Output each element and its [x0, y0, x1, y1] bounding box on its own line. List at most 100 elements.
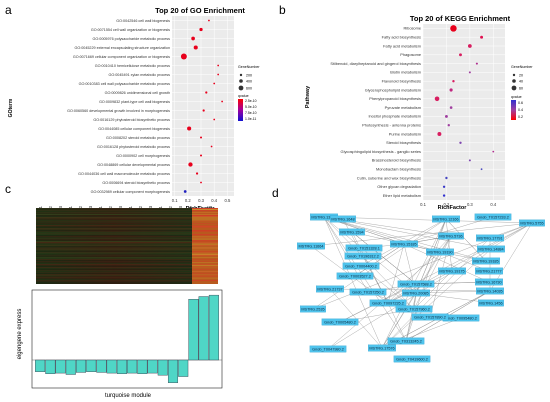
category-label: GO:0000902 cell morphogenesis [116, 154, 170, 158]
heatmap-stripe [36, 225, 192, 227]
heatmap-stripe [36, 264, 192, 265]
category-label: GO:0005976 polysaccharide metabolic proc… [93, 37, 171, 41]
heatmap-highlight-stripe [192, 225, 218, 226]
heatmap-stripe [36, 261, 192, 263]
bar [167, 359, 179, 383]
data-point [199, 154, 203, 157]
data-point [437, 132, 442, 136]
network-edge [354, 243, 405, 277]
heatmap-highlight-stripe [192, 262, 218, 263]
panel-a-grid [172, 16, 234, 196]
gene-node [393, 355, 431, 363]
data-point [442, 194, 446, 197]
gene-node-label: Gnob_T0419600.2 [396, 357, 428, 361]
category-label: Monobactam biosynthesis [376, 167, 421, 172]
gene-node-label: MSTRG.19175 [439, 269, 464, 273]
heatmap-stripe [36, 252, 192, 253]
heatmap-stripe [36, 264, 192, 266]
heatmap-highlight-stripe [192, 271, 218, 272]
heatmap-highlight-stripe [192, 236, 218, 238]
data-point [467, 44, 472, 48]
gene-node-label: MSTRG.17791 [477, 236, 502, 240]
gene-node [432, 215, 460, 223]
gene-node-label: MSTRG.21737 [317, 287, 342, 291]
heatmap-stripe [36, 275, 192, 276]
heatmap-stripe [36, 261, 192, 262]
gene-node-label: Gnob_T0157588.2 [400, 282, 432, 286]
heatmap-stripe [36, 257, 192, 258]
heatmap-highlight-stripe [192, 230, 218, 232]
data-point [213, 118, 216, 121]
panel-c: c BJ-1BJ-2BJ-3HB-1HB-2HB-3HLJ-1HLJ-2HLJ-… [5, 182, 223, 399]
heatmap-stripe [36, 217, 192, 218]
panel-b-legend-count-1: 20 [519, 74, 523, 78]
category-label: GO:0009826 unidimensional cell growth [105, 91, 170, 95]
heatmap-stripe [36, 267, 192, 268]
heatmap-stripe [36, 249, 192, 251]
network-edge [403, 216, 494, 245]
data-point [459, 141, 462, 144]
panel-d-letter: d [272, 186, 279, 200]
heatmap-highlight-stripe [192, 244, 218, 246]
gene-node [472, 257, 500, 265]
bar [116, 359, 127, 375]
heatmap-stripe [36, 224, 192, 225]
heatmap-highlight-stripe [192, 226, 218, 228]
heatmap-highlight-stripe [192, 212, 218, 213]
gene-node-label: Gnob_T0157960.2 [398, 307, 430, 311]
panel-b-legend-colorbar [511, 100, 516, 120]
gene-node [316, 285, 344, 293]
heatmap-highlight-stripe [192, 219, 218, 220]
heatmap-stripe [36, 210, 192, 211]
panel-b-legend-size-medium [512, 79, 516, 83]
network-edge [329, 288, 383, 349]
gene-node-label: Gnob_T0004400.2 [345, 264, 377, 268]
heatmap-stripe [36, 236, 192, 238]
data-point [195, 172, 199, 175]
gene-node-label: MSTRG.1594 [340, 230, 363, 234]
network-edge [310, 222, 533, 247]
heatmap-highlight-stripe [192, 220, 218, 222]
gene-node [477, 245, 505, 253]
data-point [213, 82, 216, 85]
panel-b-legend-size-large [511, 85, 517, 91]
data-point [449, 106, 453, 109]
heatmap-stripe [36, 280, 192, 282]
bar [178, 359, 189, 377]
heatmap-stripe [36, 232, 192, 233]
gene-node [438, 267, 466, 275]
category-label: GO:0071669 cellular component organizati… [73, 55, 170, 59]
heatmap-stripe [36, 210, 192, 212]
category-label: Phagosome [400, 52, 421, 57]
network-edge [323, 216, 441, 253]
heatmap-stripe [36, 212, 192, 214]
category-label: GO:0006694 steroid biosynthetic process [102, 181, 170, 185]
heatmap-highlight-stripe [192, 237, 218, 239]
panel-b-title: Top 20 of KEGG Enrichment [410, 14, 511, 23]
heatmap-highlight-stripe [192, 257, 218, 258]
panel-a-legend-size-small [239, 73, 243, 77]
heatmap-highlight-stripe [192, 216, 218, 218]
heatmap-stripe [36, 213, 192, 215]
data-point [475, 62, 478, 65]
heatmap-stripe [36, 245, 192, 247]
gene-node-label: MSTRG.1648 [331, 217, 354, 221]
heatmap-stripe [36, 214, 192, 215]
heatmap-stripe [36, 225, 192, 226]
heatmap-stripe [36, 243, 192, 244]
panel-a-legend-count-2: 400 [246, 80, 252, 84]
heatmap-stripe [36, 248, 192, 249]
heatmap-highlight-stripe [192, 245, 218, 246]
heatmap-stripe [36, 258, 192, 259]
heatmap-stripe [36, 238, 192, 239]
gene-node [345, 244, 383, 252]
heatmap-stripe [36, 241, 192, 242]
category-label: Glycerophospholipid metabolism [365, 87, 421, 92]
heatmap-stripe [36, 233, 192, 235]
heatmap-highlight-stripe [192, 250, 218, 252]
heatmap-highlight-stripe [192, 271, 218, 273]
panel-a-legend-p-1: 2.5e-10 [245, 99, 257, 103]
heatmap-highlight-stripe [192, 259, 218, 260]
heatmap-highlight-stripe [192, 210, 218, 211]
